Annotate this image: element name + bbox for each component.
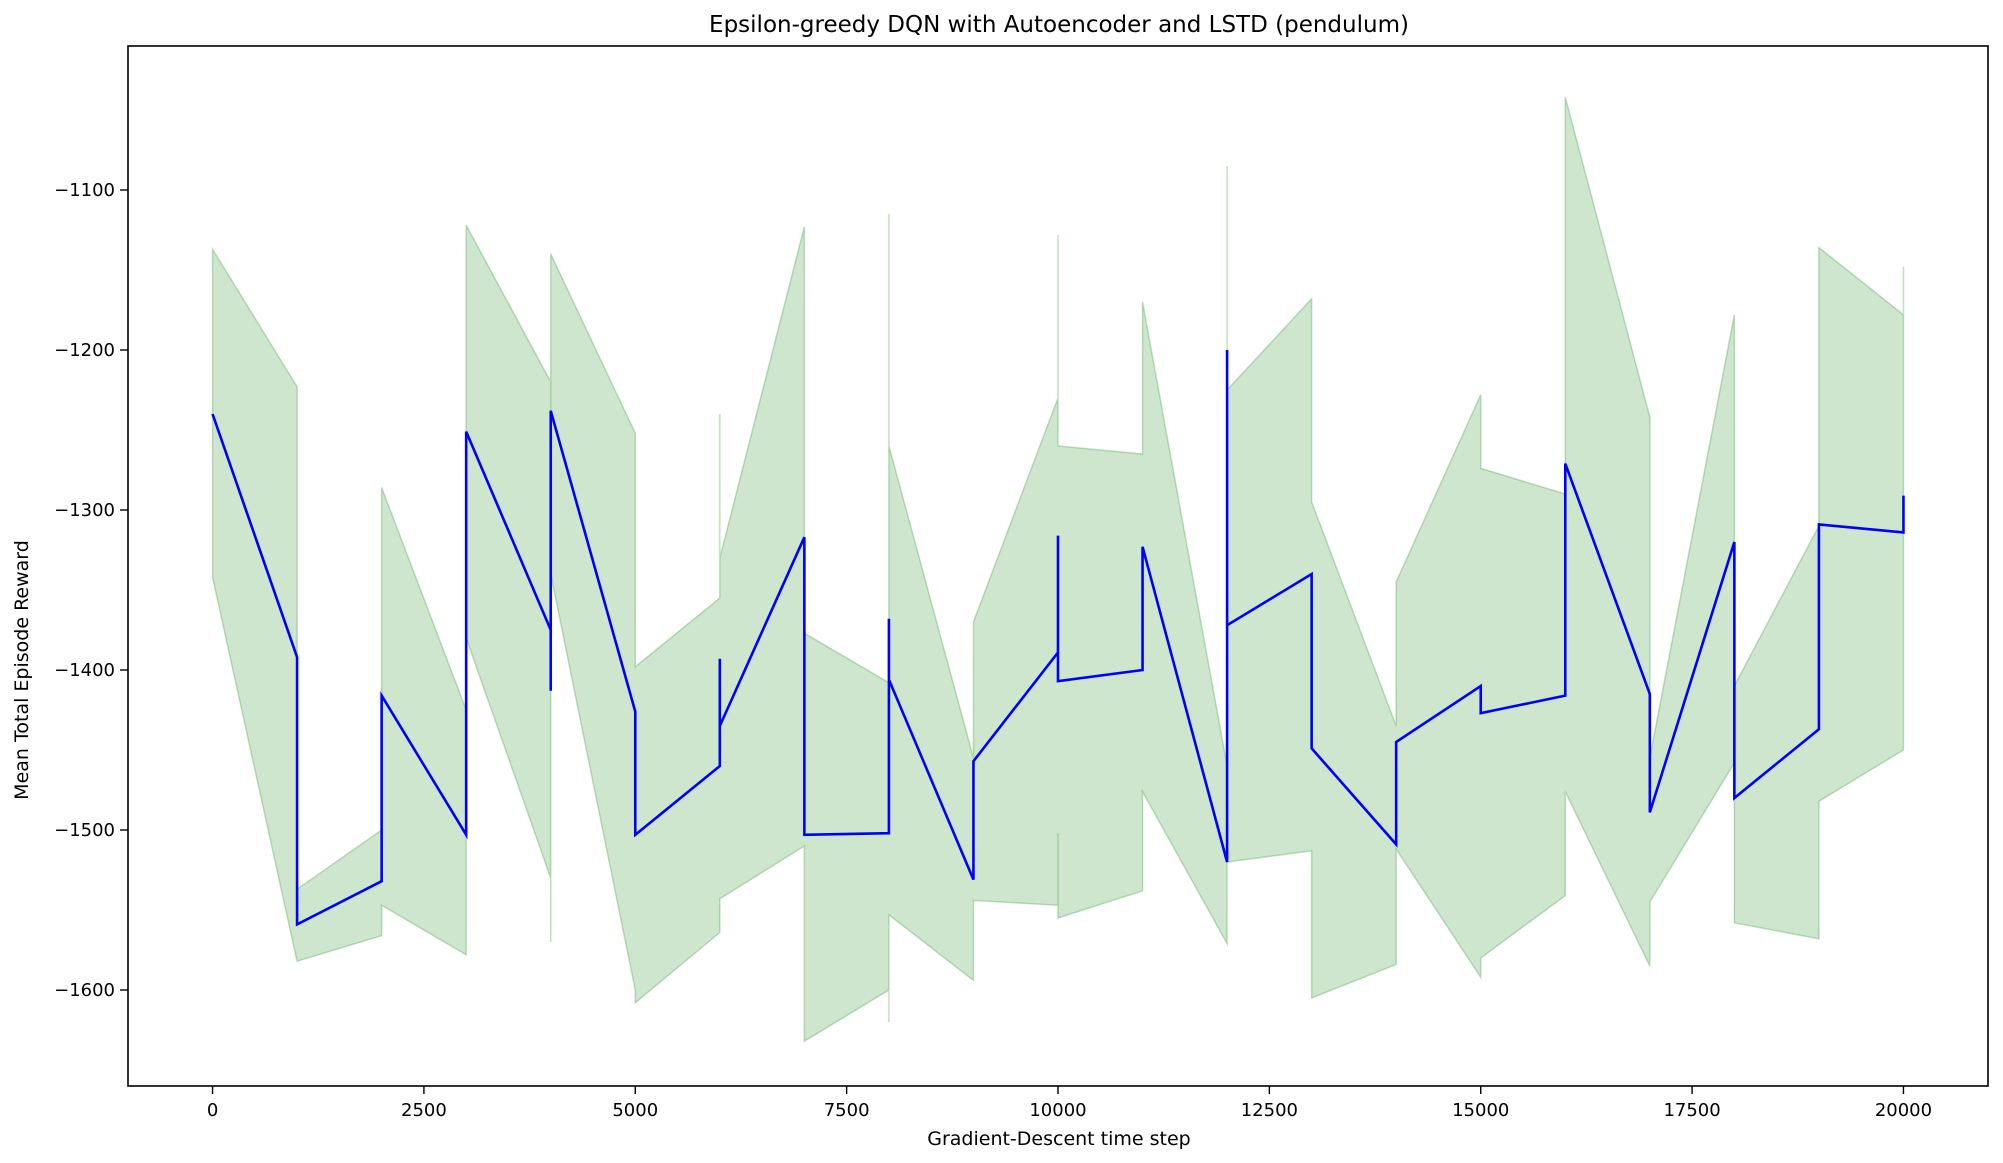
x-tick-label: 17500 <box>1663 1100 1720 1121</box>
x-tick-label: 10000 <box>1029 1100 1086 1121</box>
x-axis-label: Gradient-Descent time step <box>927 1128 1191 1150</box>
x-tick-label: 15000 <box>1452 1100 1509 1121</box>
x-tick-label: 0 <box>207 1100 218 1121</box>
x-tick-label: 7500 <box>824 1100 870 1121</box>
y-tick-label: −1500 <box>54 820 115 841</box>
x-tick-label: 5000 <box>612 1100 658 1121</box>
y-tick-label: −1300 <box>54 500 115 521</box>
axes: 0 2500 5000 7500 10000 12500 15000 17500 20000 −1… <box>54 45 1989 1121</box>
y-tick-label: −1600 <box>54 980 115 1001</box>
y-axis-label: Mean Total Episode Reward <box>11 540 33 800</box>
mean-reward-line <box>211 350 1905 927</box>
y-tick-label: −1100 <box>54 180 115 201</box>
x-tick-label: 12500 <box>1241 1100 1298 1121</box>
x-tick-label: 2500 <box>401 1100 447 1121</box>
chart-title: Epsilon-greedy DQN with Autoencoder and … <box>709 12 1409 38</box>
y-tick-label: −1200 <box>54 340 115 361</box>
mean-line-layer <box>211 350 1905 927</box>
y-tick-label: −1400 <box>54 660 115 681</box>
x-tick-label: 20000 <box>1875 1100 1932 1121</box>
